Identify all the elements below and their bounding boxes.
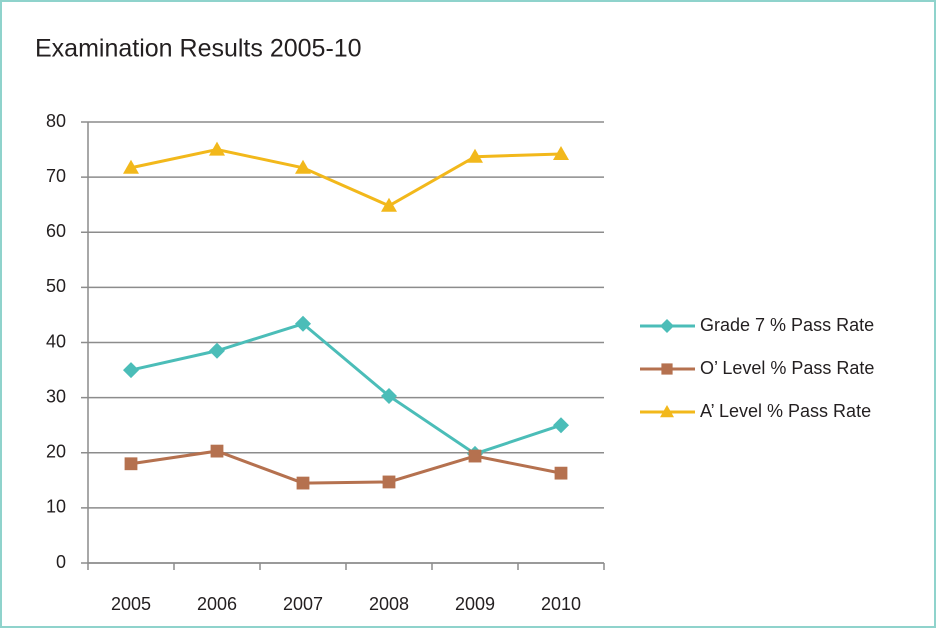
marker [210, 444, 224, 458]
marker [554, 466, 568, 480]
marker [381, 197, 397, 212]
x-tick-label: 2009 [455, 594, 495, 614]
marker [660, 319, 674, 333]
series-line [130, 322, 562, 456]
marker [467, 148, 483, 163]
chart-title: Examination Results 2005-10 [35, 35, 362, 63]
marker [296, 476, 310, 490]
y-tick-label: 30 [46, 386, 66, 406]
marker [382, 475, 396, 489]
marker [209, 141, 225, 156]
marker [295, 159, 311, 174]
series-line [130, 449, 562, 485]
marker [468, 449, 482, 463]
y-tick-label: 0 [56, 552, 66, 572]
marker [381, 387, 397, 404]
y-tick-label: 80 [46, 111, 66, 131]
y-tick-label: 70 [46, 166, 66, 186]
y-tick-label: 60 [46, 221, 66, 241]
y-tick-label: 50 [46, 276, 66, 296]
y-tick-label: 10 [46, 497, 66, 517]
marker [295, 315, 311, 332]
marker [123, 362, 139, 379]
legend-label: A’ Level % Pass Rate [700, 401, 871, 421]
x-tick-label: 2005 [111, 594, 151, 614]
marker [553, 417, 569, 434]
y-tick-label: 40 [46, 331, 66, 351]
marker [209, 342, 225, 359]
marker [660, 405, 674, 418]
legend-label: O’ Level % Pass Rate [700, 358, 874, 378]
x-tick-label: 2006 [197, 594, 237, 614]
marker [123, 159, 139, 174]
x-tick-label: 2008 [369, 594, 409, 614]
legend-label: Grade 7 % Pass Rate [700, 315, 874, 335]
x-tick-label: 2010 [541, 594, 581, 614]
series-line [130, 148, 562, 208]
marker [553, 145, 569, 160]
y-tick-label: 20 [46, 442, 66, 462]
marker [124, 457, 138, 471]
marker [661, 363, 673, 375]
x-tick-label: 2007 [283, 594, 323, 614]
